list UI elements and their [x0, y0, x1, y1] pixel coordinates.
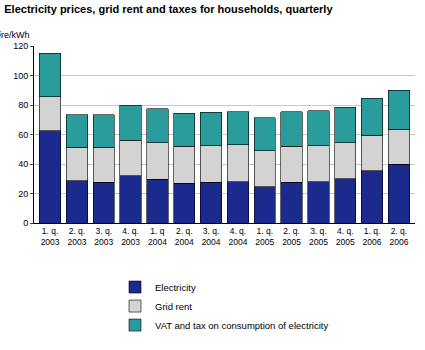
svg-text:4. q.2004: 4. q.2004 [228, 226, 247, 247]
svg-text:20: 20 [18, 189, 28, 199]
svg-text:1. q2004: 1. q2004 [148, 226, 167, 247]
svg-text:3. q.2003: 3. q.2003 [94, 226, 113, 247]
svg-text:2. q.2003: 2. q.2003 [67, 226, 86, 247]
svg-text:3. q.2005: 3. q.2005 [309, 226, 328, 247]
svg-text:Electricity prices, grid rent: Electricity prices, grid rent and taxes … [4, 3, 333, 15]
svg-text:4. q.2003: 4. q.2003 [121, 226, 140, 247]
svg-text:1. q.2006: 1. q.2006 [363, 226, 382, 247]
svg-text:2. q.2005: 2. q.2005 [282, 226, 301, 247]
svg-text:3. q.2004: 3. q.2004 [202, 226, 221, 247]
svg-text:80: 80 [18, 100, 28, 110]
svg-text:4. q.2005: 4. q.2005 [336, 226, 355, 247]
svg-text:1. q.2005: 1. q.2005 [255, 226, 274, 247]
svg-text:40: 40 [18, 159, 28, 169]
svg-text:120: 120 [13, 41, 28, 51]
svg-text:Grid rent: Grid rent [155, 301, 192, 312]
svg-text:VAT and tax on consumption of: VAT and tax on consumption of electricit… [155, 320, 328, 331]
svg-text:Electricity: Electricity [155, 282, 196, 293]
svg-text:2. q.2004: 2. q.2004 [175, 226, 194, 247]
svg-text:2. q.2006: 2. q.2006 [389, 226, 408, 247]
svg-text:Øre/kWh: Øre/kWh [0, 30, 30, 40]
svg-text:100: 100 [13, 71, 28, 81]
svg-text:60: 60 [18, 130, 28, 140]
svg-text:0: 0 [23, 218, 28, 228]
svg-text:1. q.2003: 1. q.2003 [41, 226, 60, 247]
